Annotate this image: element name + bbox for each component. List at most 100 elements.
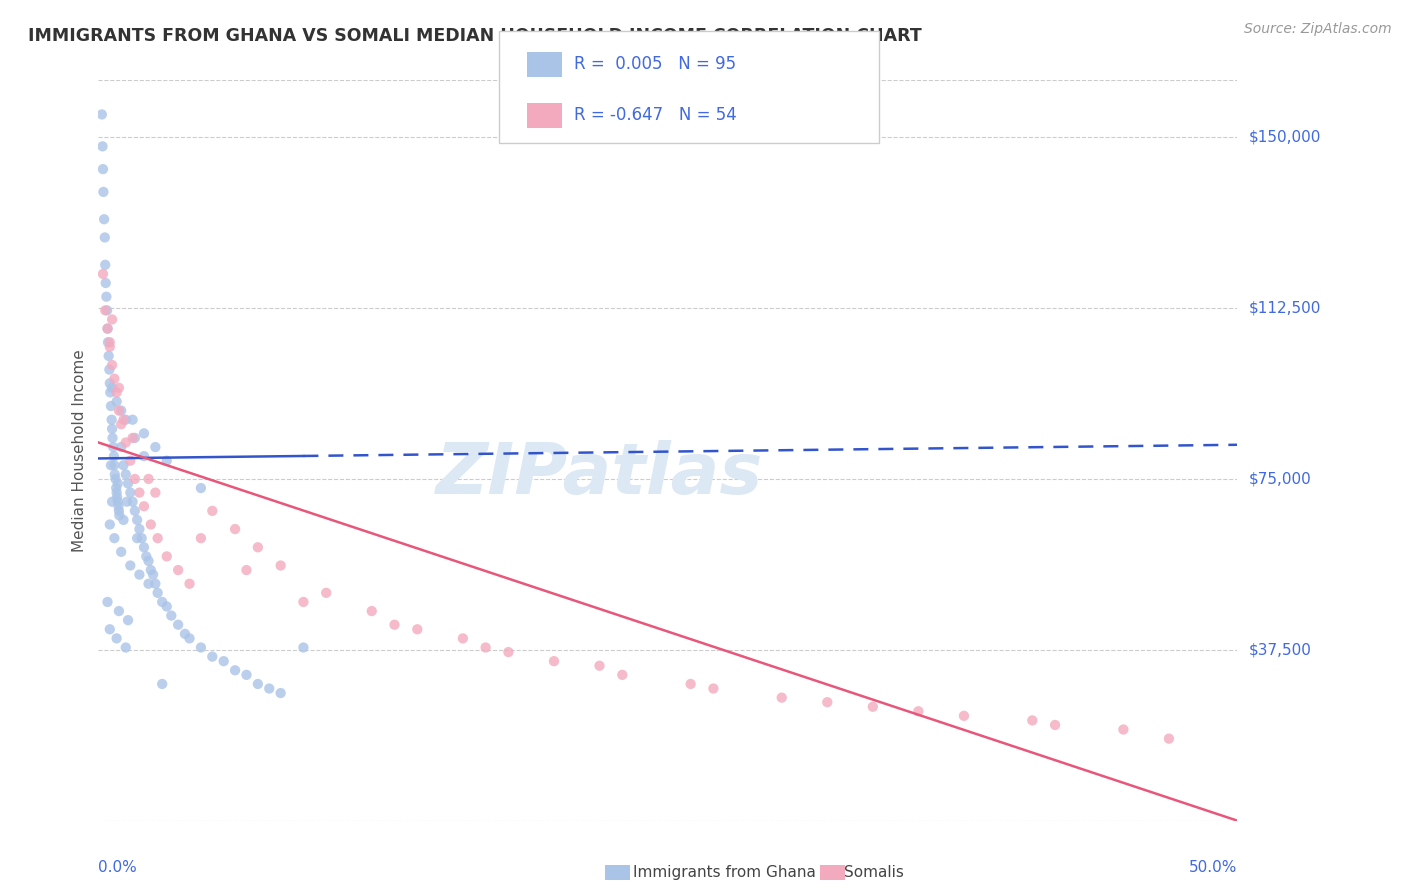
Point [114, 435, 136, 450]
Point [108, 381, 131, 395]
Text: $150,000: $150,000 [1249, 129, 1320, 145]
Point [612, 668, 634, 682]
Point [101, 431, 124, 445]
Point [139, 563, 162, 577]
Point [315, 586, 337, 600]
Point [132, 500, 155, 514]
Point [588, 658, 610, 673]
Point [91, 139, 114, 153]
Point [114, 413, 136, 427]
Text: R =  0.005   N = 95: R = 0.005 N = 95 [574, 55, 735, 73]
Point [862, 699, 884, 714]
Point [135, 549, 157, 564]
Point [145, 440, 167, 454]
Point [105, 490, 128, 504]
Text: 50.0%: 50.0% [1189, 860, 1237, 874]
Point [93, 185, 115, 199]
Point [907, 704, 929, 718]
Point [101, 358, 124, 372]
Point [190, 531, 212, 545]
Point [146, 586, 169, 600]
Point [1157, 731, 1180, 746]
Point [246, 541, 269, 555]
Point [103, 458, 125, 473]
Point [98, 335, 121, 350]
Point [90, 107, 112, 121]
Point [128, 522, 150, 536]
Point [121, 413, 143, 427]
Point [105, 485, 128, 500]
Point [101, 422, 124, 436]
Point [105, 394, 128, 409]
Point [107, 494, 129, 508]
Point [96, 595, 118, 609]
Point [1021, 714, 1043, 728]
Point [101, 312, 124, 326]
Point [100, 413, 122, 427]
Point [98, 340, 121, 354]
Point [179, 576, 201, 591]
Point [131, 531, 153, 545]
Point [235, 563, 257, 577]
Point [100, 458, 122, 473]
Point [259, 681, 281, 696]
Point [815, 695, 838, 709]
Text: $112,500: $112,500 [1249, 301, 1320, 316]
Text: Somalis: Somalis [844, 865, 904, 880]
Point [108, 604, 131, 618]
Point [160, 608, 183, 623]
Point [384, 617, 406, 632]
Point [96, 321, 118, 335]
Point [128, 567, 150, 582]
Point [124, 472, 146, 486]
Point [104, 467, 127, 482]
Point [167, 617, 190, 632]
Text: $75,000: $75,000 [1249, 472, 1312, 486]
Point [127, 513, 149, 527]
Point [270, 558, 292, 573]
Point [115, 494, 138, 508]
Point [120, 453, 142, 467]
Point [108, 508, 131, 523]
Point [142, 567, 165, 582]
Point [150, 595, 173, 609]
Point [108, 504, 131, 518]
Point [101, 381, 124, 395]
Point [124, 431, 146, 445]
Point [679, 677, 702, 691]
Point [702, 681, 724, 696]
Point [128, 485, 150, 500]
Point [146, 531, 169, 545]
Point [190, 481, 212, 495]
Point [498, 645, 520, 659]
Point [105, 632, 128, 646]
Point [94, 258, 117, 272]
Point [138, 472, 160, 486]
Point [117, 613, 139, 627]
Point [150, 677, 173, 691]
Point [108, 403, 131, 417]
Point [101, 494, 124, 508]
Point [1112, 723, 1135, 737]
Point [112, 458, 135, 473]
Point [98, 362, 121, 376]
Text: 0.0%: 0.0% [98, 860, 138, 874]
Point [98, 376, 121, 391]
Y-axis label: Median Household Income: Median Household Income [72, 349, 87, 552]
Point [190, 640, 212, 655]
Point [96, 303, 118, 318]
Point [132, 426, 155, 441]
Point [145, 576, 167, 591]
Point [212, 654, 235, 668]
Point [104, 472, 127, 486]
Point [138, 576, 160, 591]
Point [94, 230, 117, 244]
Point [138, 554, 160, 568]
Point [156, 549, 179, 564]
Point [98, 622, 121, 636]
Text: IMMIGRANTS FROM GHANA VS SOMALI MEDIAN HOUSEHOLD INCOME CORRELATION CHART: IMMIGRANTS FROM GHANA VS SOMALI MEDIAN H… [28, 27, 922, 45]
Point [110, 417, 132, 432]
Point [174, 627, 197, 641]
Point [139, 517, 162, 532]
Point [114, 467, 136, 482]
